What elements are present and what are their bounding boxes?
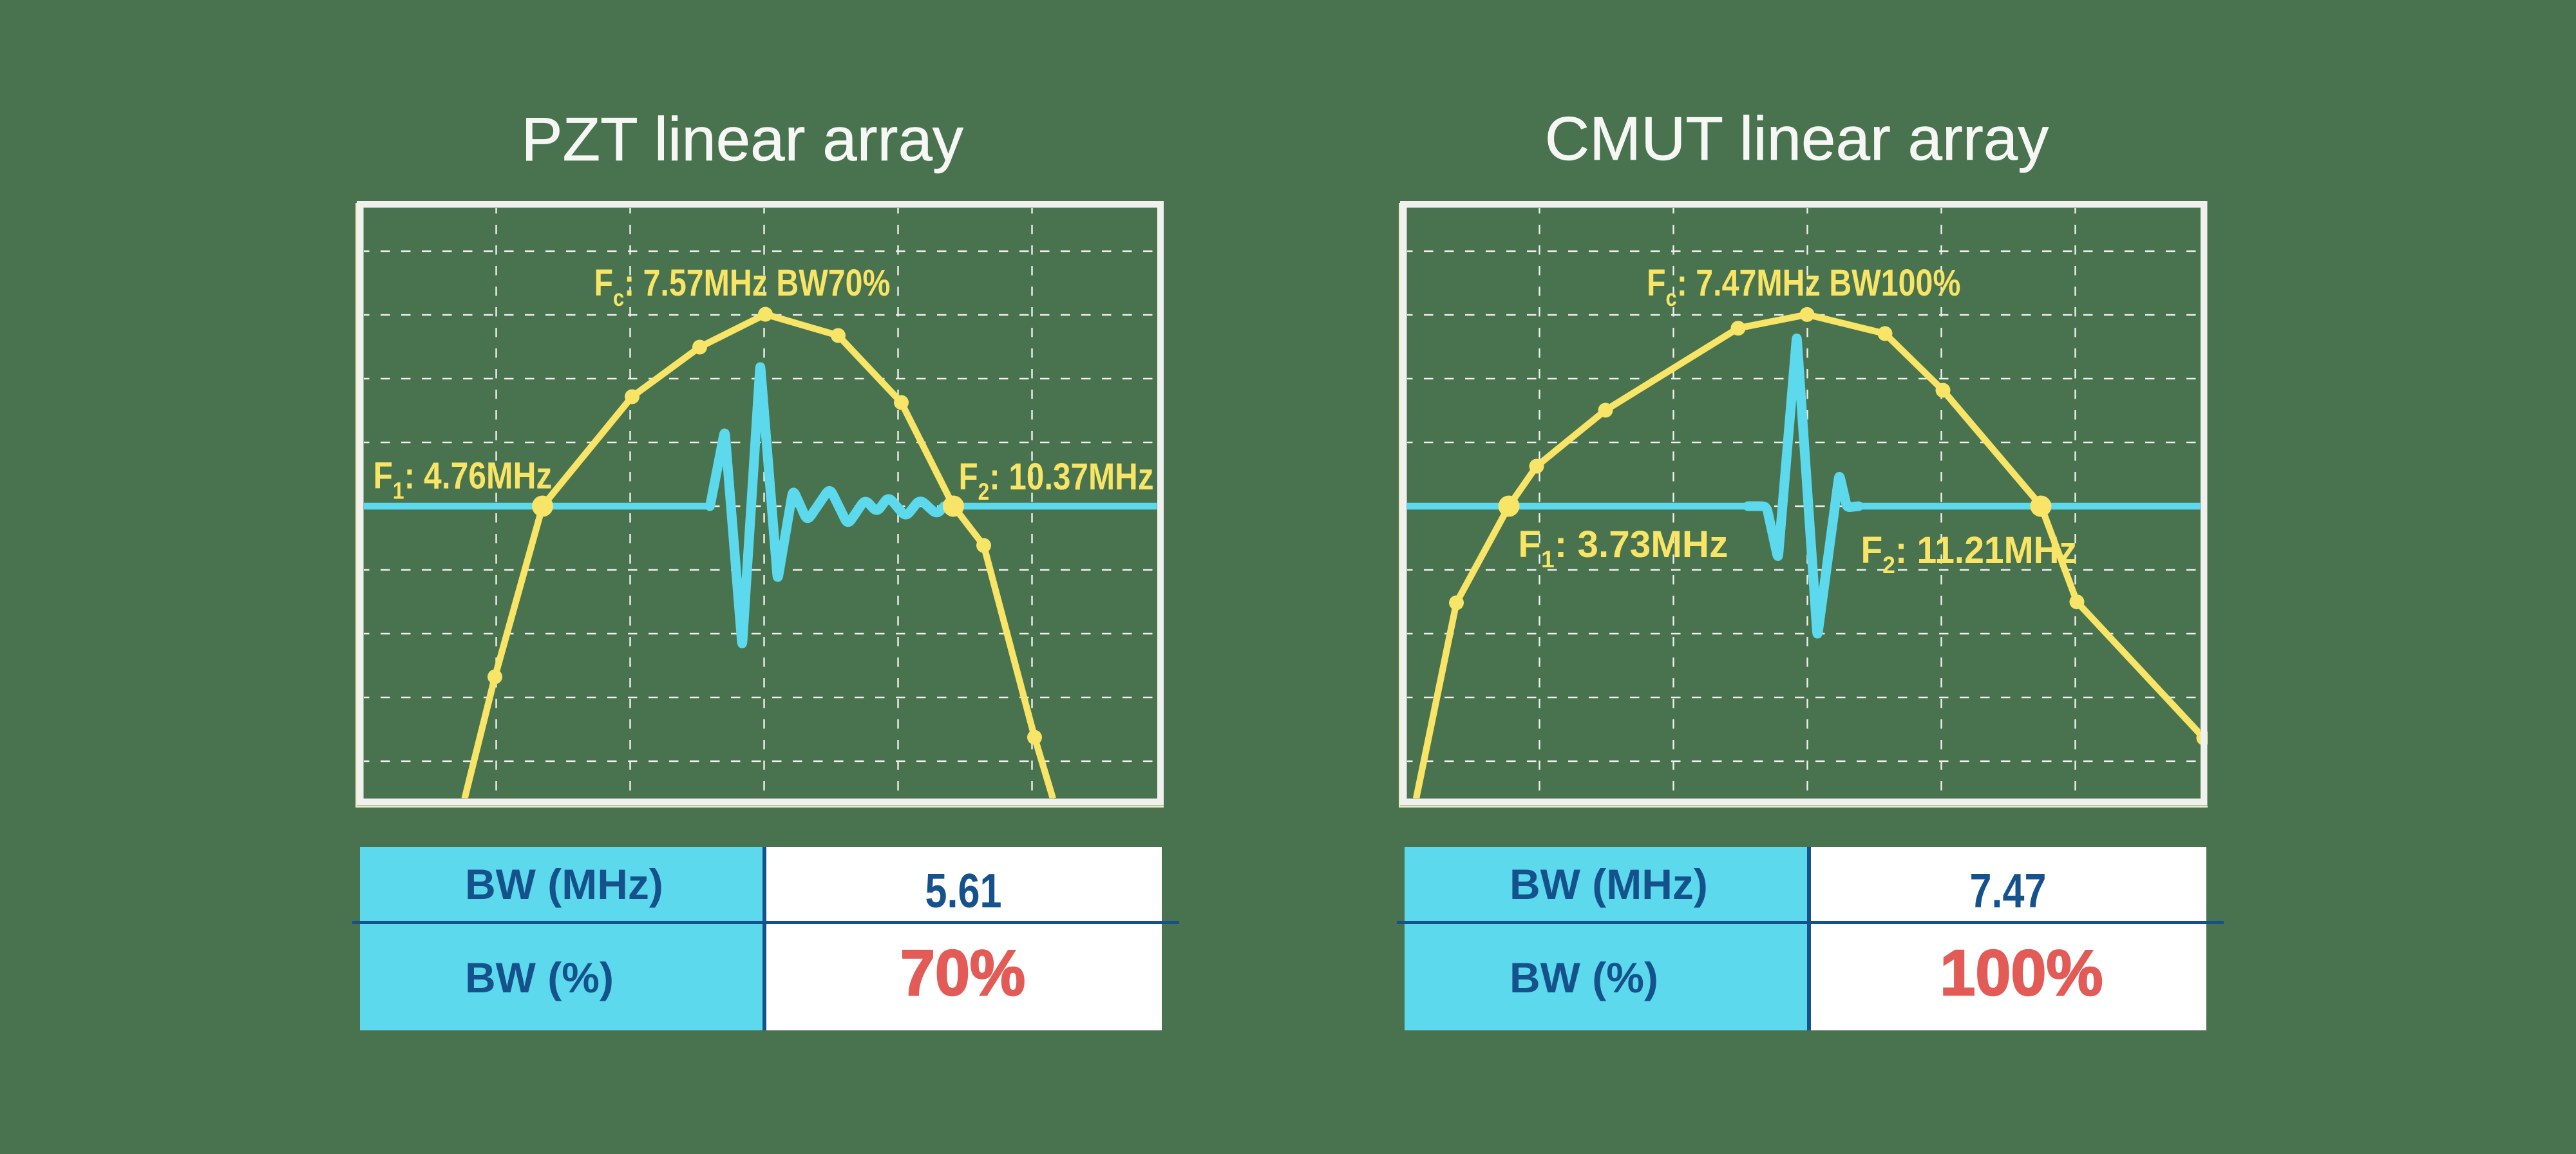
svg-text:F1: 4.76MHz: F1: 4.76MHz <box>373 455 552 504</box>
svg-text:F2: 11.21MHz: F2: 11.21MHz <box>1861 529 2078 578</box>
svg-text:F2: 10.37MHz: F2: 10.37MHz <box>958 456 1153 505</box>
svg-text:Fc: 7.57MHz BW70%: Fc: 7.57MHz BW70% <box>594 263 890 312</box>
svg-text:F1: 3.73MHz: F1: 3.73MHz <box>1518 524 1728 572</box>
svg-text:Fc: 7.47MHz BW100%: Fc: 7.47MHz BW100% <box>1647 263 1960 312</box>
